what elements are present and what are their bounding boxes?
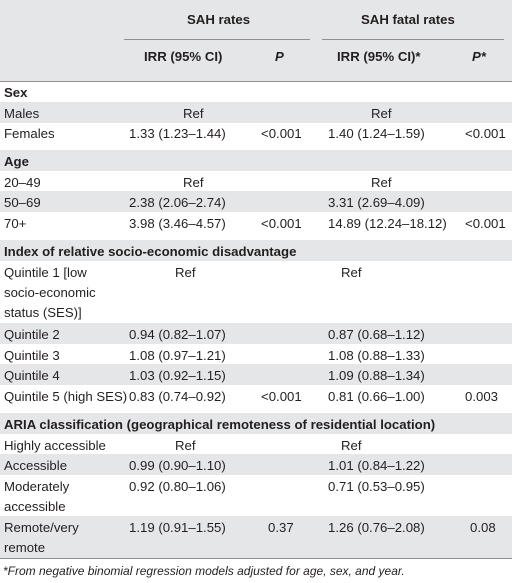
irr-sah-rates: 2.38 (2.06–2.74) xyxy=(129,195,226,210)
irr-sah-fatal-rates: 1.26 (0.76–2.08) xyxy=(328,520,425,535)
table-row: Quintile 3 1.08 (0.97–1.21) 1.08 (0.88–1… xyxy=(0,344,512,365)
p-sah-rates: <0.001 xyxy=(261,389,302,404)
irr-sah-rates: Ref xyxy=(183,106,204,121)
p-sah-fatal-rates: 0.08 xyxy=(470,520,496,535)
irr-sah-rates: Ref xyxy=(175,265,196,280)
irr-sah-fatal-rates: 0.71 (0.53–0.95) xyxy=(328,479,425,494)
table-bottom-rule xyxy=(0,558,512,559)
row-label-line-1: Moderately xyxy=(4,479,70,494)
irr-sah-rates: 1.08 (0.97–1.21) xyxy=(129,348,226,363)
table-row: Remote/very remote 1.19 (0.91–1.55) 0.37… xyxy=(0,516,512,558)
header-bottom-rule xyxy=(0,81,512,82)
header-p-1: P xyxy=(275,49,284,64)
irr-sah-fatal-rates: Ref xyxy=(341,438,362,453)
row-label-line-1: Quintile 1 [low xyxy=(4,265,87,280)
table-row: Quintile 1 [low socio-economic status (S… xyxy=(0,261,512,323)
irr-sah-rates: Ref xyxy=(175,438,196,453)
table-footnote: *From negative binomial regression model… xyxy=(3,564,405,578)
row-label: 50–69 xyxy=(4,195,41,210)
irr-sah-fatal-rates: Ref xyxy=(371,175,392,190)
irr-sah-rates: 0.92 (0.80–1.06) xyxy=(129,479,226,494)
row-label: 70+ xyxy=(4,216,27,231)
irr-sah-fatal-rates: 3.31 (2.69–4.09) xyxy=(328,195,425,210)
row-label: Females xyxy=(4,126,55,141)
p-sah-rates: 0.37 xyxy=(268,520,294,535)
row-label-line-2: socio-economic xyxy=(4,285,96,300)
irr-sah-rates: 0.83 (0.74–0.92) xyxy=(129,389,226,404)
irr-sah-fatal-rates: 1.08 (0.88–1.33) xyxy=(328,348,425,363)
p-sah-fatal-rates: <0.001 xyxy=(465,216,506,231)
irr-sah-fatal-rates: 14.89 (12.24–18.12) xyxy=(328,216,447,231)
irr-sah-fatal-rates: 0.87 (0.68–1.12) xyxy=(328,327,425,342)
table-row: Quintile 2 0.94 (0.82–1.07) 0.87 (0.68–1… xyxy=(0,323,512,344)
p-sah-fatal-rates: 0.003 xyxy=(465,389,499,404)
table-row: 50–69 2.38 (2.06–2.74) 3.31 (2.69–4.09) xyxy=(0,191,512,212)
section-row-sex: Sex xyxy=(0,81,512,102)
header-irr-2: IRR (95% CI)* xyxy=(337,49,421,64)
p-sah-rates: <0.001 xyxy=(261,126,302,141)
table-row: Moderately accessible 0.92 (0.80–1.06) 0… xyxy=(0,475,512,517)
table-row: Quintile 5 (high SES) 0.83 (0.74–0.92) <… xyxy=(0,385,512,406)
row-label: Quintile 4 xyxy=(4,368,60,383)
table-row: Accessible 0.99 (0.90–1.10) 1.01 (0.84–1… xyxy=(0,454,512,475)
table-row: Females 1.33 (1.23–1.44) <0.001 1.40 (1.… xyxy=(0,122,512,143)
row-label: Quintile 2 xyxy=(4,327,60,342)
section-title: ARIA classification (geographical remote… xyxy=(4,417,436,432)
table-row: Highly accessible Ref Ref xyxy=(0,434,512,455)
section-row-ses: Index of relative socio-economic disadva… xyxy=(0,240,512,261)
table-header-band xyxy=(0,0,512,82)
irr-sah-fatal-rates: 1.01 (0.84–1.22) xyxy=(328,458,425,473)
p-sah-rates: <0.001 xyxy=(261,216,302,231)
irr-sah-fatal-rates: Ref xyxy=(371,106,392,121)
header-sah-rates: SAH rates xyxy=(187,12,251,27)
row-label-line-2: remote xyxy=(4,540,46,555)
table-row: 20–49 Ref Ref xyxy=(0,171,512,192)
irr-sah-rates: 0.99 (0.90–1.10) xyxy=(129,458,226,473)
section-title: Index of relative socio-economic disadva… xyxy=(4,244,297,259)
p-sah-fatal-rates: <0.001 xyxy=(465,126,506,141)
table-row: 70+ 3.98 (3.46–4.57) <0.001 14.89 (12.24… xyxy=(0,212,512,233)
row-label: 20–49 xyxy=(4,175,41,190)
row-label: Quintile 3 xyxy=(4,348,60,363)
irr-sah-fatal-rates: 0.81 (0.66–1.00) xyxy=(328,389,425,404)
row-label: Accessible xyxy=(4,458,68,473)
header-p-2: P* xyxy=(472,49,486,64)
irr-sah-rates: Ref xyxy=(183,175,204,190)
irr-sah-rates: 0.94 (0.82–1.07) xyxy=(129,327,226,342)
irr-sah-fatal-rates: Ref xyxy=(341,265,362,280)
irr-sah-rates: 3.98 (3.46–4.57) xyxy=(129,216,226,231)
irr-sah-rates: 1.33 (1.23–1.44) xyxy=(129,126,226,141)
row-label: Males xyxy=(4,106,40,121)
row-label: Highly accessible xyxy=(4,438,106,453)
section-row-aria: ARIA classification (geographical remote… xyxy=(0,413,512,434)
header-irr-1: IRR (95% CI) xyxy=(144,49,223,64)
irr-sah-fatal-rates: 1.40 (1.24–1.59) xyxy=(328,126,425,141)
irr-sah-rates: 1.03 (0.92–1.15) xyxy=(129,368,226,383)
header-rule-sah-rates xyxy=(124,39,310,40)
section-title: Sex xyxy=(4,85,28,100)
header-rule-sah-fatal-rates xyxy=(322,39,504,40)
row-label-line-1: Remote/very xyxy=(4,520,79,535)
row-label-line-3: status (SES)] xyxy=(4,305,82,320)
header-sah-fatal-rates: SAH fatal rates xyxy=(361,12,455,27)
table-row: Quintile 4 1.03 (0.92–1.15) 1.09 (0.88–1… xyxy=(0,364,512,385)
row-label-line-2: accessible xyxy=(4,499,66,514)
section-row-age: Age xyxy=(0,150,512,171)
irr-sah-rates: 1.19 (0.91–1.55) xyxy=(129,520,226,535)
table-row: Males Ref Ref xyxy=(0,102,512,123)
section-title: Age xyxy=(4,154,29,169)
row-label: Quintile 5 (high SES) xyxy=(4,389,128,404)
irr-sah-fatal-rates: 1.09 (0.88–1.34) xyxy=(328,368,425,383)
